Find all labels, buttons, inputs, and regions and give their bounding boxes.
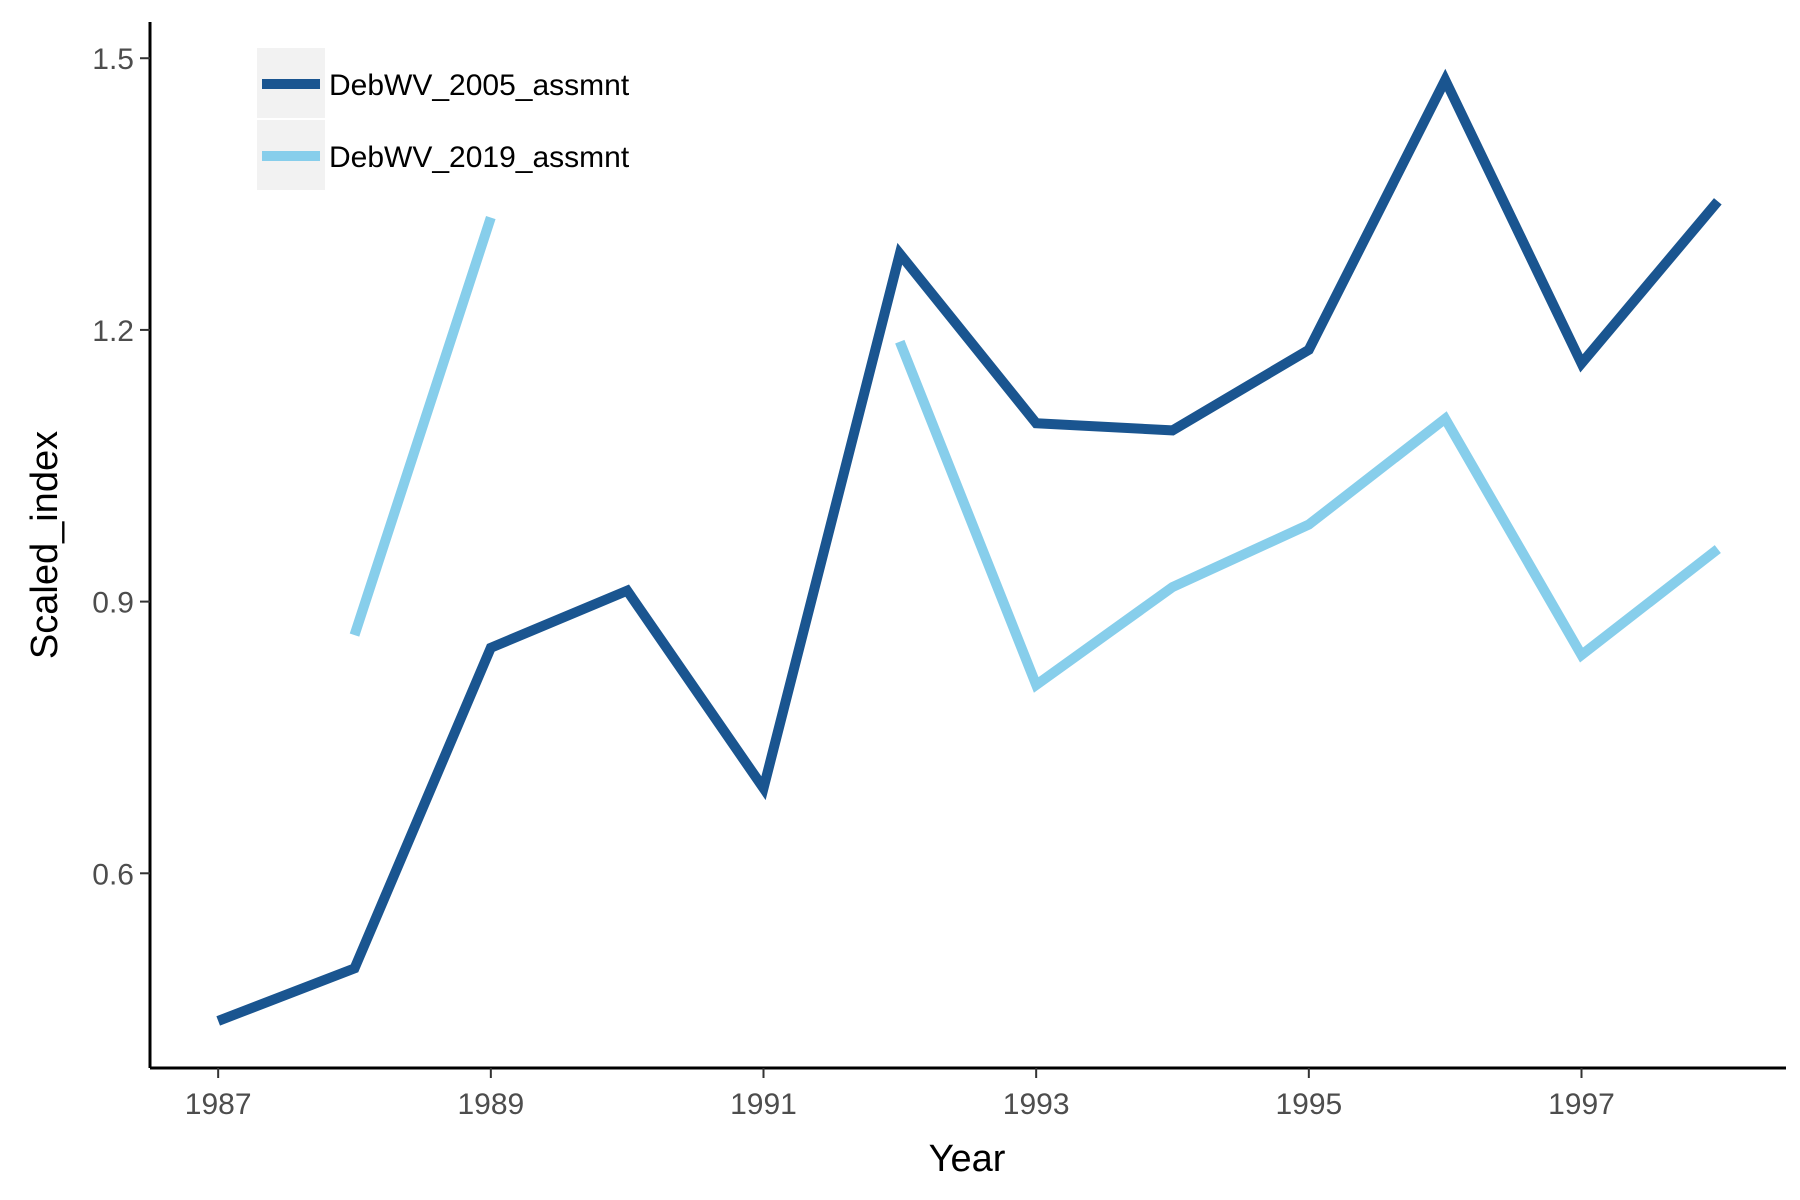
x-tick-label: 1987 [185, 1088, 252, 1121]
legend-label: DebWV_2005_assmnt [329, 69, 630, 102]
y-axis-title: Scaled_index [24, 431, 66, 659]
y-tick-label: 1.2 [92, 315, 134, 348]
y-tick-label: 0.9 [92, 587, 134, 620]
x-tick-label: 1993 [1003, 1088, 1070, 1121]
x-axis-title: Year [929, 1138, 1006, 1180]
x-tick-label: 1997 [1548, 1088, 1615, 1121]
y-tick-label: 0.6 [92, 858, 134, 891]
x-tick-label: 1991 [730, 1088, 797, 1121]
legend-label: DebWV_2019_assmnt [329, 141, 630, 174]
series-line-1 [216, 68, 1722, 1026]
series-line-2 [349, 216, 1721, 693]
y-tick-label: 1.5 [92, 43, 134, 76]
x-tick-label: 1995 [1275, 1088, 1342, 1121]
x-tick-label: 1989 [457, 1088, 524, 1121]
